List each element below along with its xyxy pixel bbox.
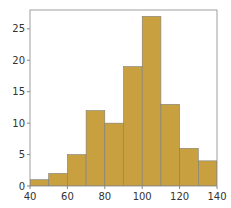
- x-tick: [67, 186, 68, 189]
- histogram-bar: [30, 180, 49, 186]
- chart-svg: 40 60 80 100 120 140 0 5 10 15 20 25: [0, 0, 231, 208]
- y-tick-label: 25: [12, 23, 25, 34]
- bars: [30, 16, 217, 186]
- y-tick: [27, 186, 30, 187]
- histogram-bar: [105, 123, 124, 186]
- x-tick-label: 140: [207, 191, 226, 202]
- y-tick: [27, 154, 30, 155]
- y-tick: [27, 60, 30, 61]
- y-tick-label: 5: [19, 149, 25, 160]
- y-tick: [27, 91, 30, 92]
- y-tick-label: 20: [12, 55, 25, 66]
- histogram-bar: [49, 173, 68, 186]
- plot-frame: [30, 10, 217, 186]
- histogram-bar: [180, 148, 199, 186]
- x-tick-label: 40: [24, 191, 37, 202]
- histogram-bar: [198, 161, 217, 186]
- histogram-bar: [161, 104, 180, 186]
- histogram-bar: [124, 67, 143, 186]
- y-tick-label: 0: [19, 181, 25, 192]
- x-tick-label: 60: [61, 191, 74, 202]
- y-tick: [27, 28, 30, 29]
- x-tick: [142, 186, 143, 189]
- histogram-bar: [142, 16, 161, 186]
- y-tick-label: 10: [12, 118, 25, 129]
- histogram-bar: [86, 111, 105, 186]
- x-tick: [179, 186, 180, 189]
- x-tick-label: 100: [133, 191, 152, 202]
- x-tick: [104, 186, 105, 189]
- x-tick-label: 120: [170, 191, 189, 202]
- y-tick: [27, 123, 30, 124]
- histogram-bar: [67, 155, 86, 186]
- y-axis: 0 5 10 15 20 25: [12, 23, 30, 191]
- x-axis: 40 60 80 100 120 140: [24, 186, 227, 202]
- y-tick-label: 15: [12, 86, 25, 97]
- x-tick: [217, 186, 218, 189]
- chart-container: 40 60 80 100 120 140 0 5 10 15 20 25: [0, 0, 231, 208]
- x-tick-label: 80: [98, 191, 111, 202]
